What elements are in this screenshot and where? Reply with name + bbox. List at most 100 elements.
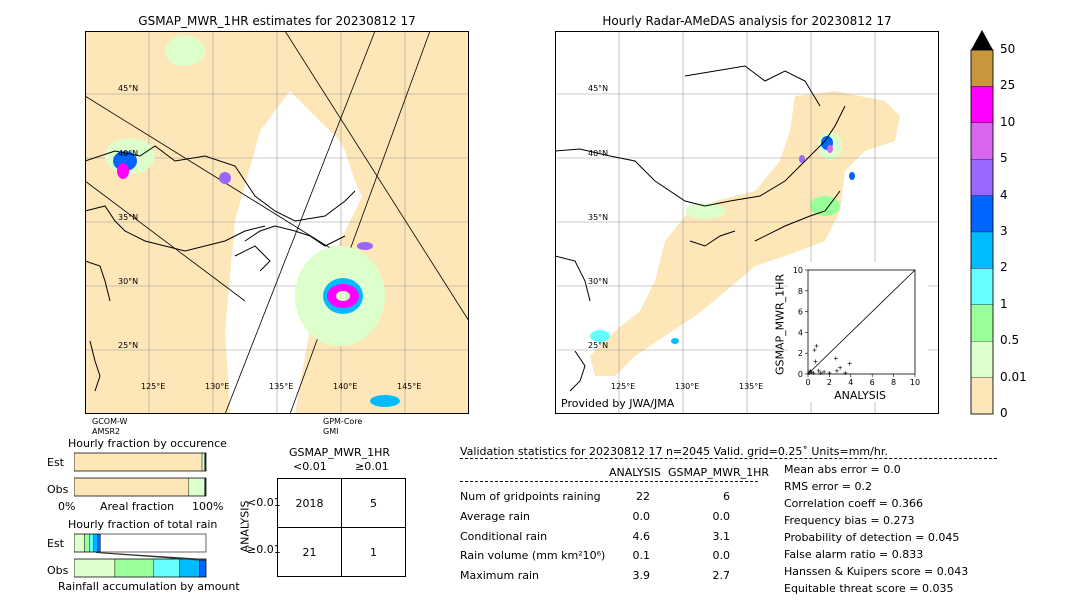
total-chart	[74, 533, 207, 578]
score-line: Correlation coeff = 0.366	[784, 497, 923, 510]
score-line: Probability of detection = 0.045	[784, 531, 960, 544]
val-row-gsmap: 0.0	[712, 549, 731, 562]
score-line: RMS error = 0.2	[784, 480, 872, 493]
colorbar-tick-label: 3	[1000, 224, 1008, 238]
scatter-point	[807, 370, 812, 375]
occ-row-est: Est	[47, 456, 64, 469]
scatter-ytick: 8	[798, 287, 803, 296]
scatter-point	[818, 370, 823, 375]
occ-xlabel: Areal fraction	[100, 500, 175, 513]
val-row-analysis: 4.6	[632, 530, 651, 543]
val-divider-mid	[460, 481, 758, 482]
map1-rain	[105, 36, 400, 407]
bar-segment	[201, 452, 205, 472]
scatter-point	[833, 356, 838, 361]
colorbar-tick-label: 4	[1000, 187, 1008, 202]
ct-cell: 21	[277, 527, 342, 577]
colorbar-tick-label: 50	[1000, 42, 1016, 56]
map2-lat-label: 30°N	[588, 277, 608, 286]
ct-cell: 5	[341, 478, 406, 528]
val-row-gsmap: 0.0	[712, 510, 731, 523]
val-row-label: Rain volume (mm km²10⁶)	[460, 549, 606, 562]
bar-segment	[89, 533, 95, 553]
colorbar-segment	[970, 231, 994, 269]
val-row-analysis: 22	[636, 490, 650, 503]
map1-coastline	[85, 145, 356, 392]
map1-lon-label: 140°E	[333, 382, 357, 391]
scatter-ytick: 6	[798, 308, 803, 317]
scatter-point	[816, 368, 821, 373]
map1-lon-label: 145°E	[397, 382, 421, 391]
score-line: Equitable threat score = 0.035	[784, 582, 954, 595]
map2-coastline	[555, 65, 846, 392]
val-header: Validation statistics for 20230812 17 n=…	[460, 445, 888, 458]
map1-title: GSMAP_MWR_1HR estimates for 20230812 17	[138, 14, 416, 28]
colorbar-segment	[970, 304, 994, 342]
contingency-table: 2018 5 21 1	[277, 478, 406, 577]
scatter-ytick: 0	[798, 370, 803, 379]
colorbar-tick-label: 1	[1000, 296, 1008, 311]
val-row-analysis: 3.9	[632, 569, 651, 582]
sat-label-left: GCOM-W AMSR2	[92, 417, 128, 436]
colorbar-tick-label: 2	[1000, 260, 1008, 275]
ct-col-header: ≥0.01	[355, 460, 389, 473]
scatter-point	[822, 369, 827, 374]
scatter-xtick: 10	[910, 378, 920, 387]
score-line: Mean abs error = 0.0	[784, 463, 901, 476]
map2-lat-label: 40°N	[588, 149, 608, 158]
occ-chart	[74, 452, 207, 497]
map2-credit: Provided by JWA/JMA	[561, 397, 675, 410]
map2-lat-label: 25°N	[588, 341, 608, 350]
val-row-gsmap: 3.1	[712, 530, 731, 543]
bar-segment	[97, 533, 101, 553]
map1-lat-label: 30°N	[118, 277, 138, 286]
score-line: False alarm ratio = 0.833	[784, 548, 924, 561]
ct-row-header: ≥0.01	[247, 543, 281, 556]
score-line: Hanssen & Kuipers score = 0.043	[784, 565, 969, 578]
val-col-gsmap: GSMAP_MWR_1HR	[668, 466, 770, 479]
total-xlabel: Rainfall accumulation by amount	[58, 580, 240, 593]
val-row-analysis: 0.1	[632, 549, 651, 562]
colorbar-tick-label: 10	[1000, 114, 1016, 129]
scatter-diagonal	[807, 269, 916, 375]
scatter-plot: 00 2 2 4 4 6 6 8 8 10 10	[793, 266, 920, 387]
scatter-ylabel: GSMAP_MWR_1HR	[773, 273, 787, 376]
bar-segment	[84, 533, 91, 553]
map2-lon-label: 130°E	[675, 382, 699, 391]
occ-xmax: 100%	[192, 500, 224, 513]
total-row-est: Est	[47, 537, 64, 550]
val-row-label: Maximum rain	[460, 569, 539, 582]
colorbar-segment	[970, 377, 994, 415]
map1-panel: 45°N 40°N 35°N 30°N 25°N 125°E 130°E 135…	[85, 31, 469, 414]
colorbar-tick-label: 25	[1000, 78, 1016, 93]
bar-segment	[152, 558, 180, 578]
map2-lon-label: 135°E	[739, 382, 763, 391]
val-row-label: Conditional rain	[460, 530, 548, 543]
colorbar-tick-label: 5	[1000, 151, 1008, 166]
colorbar-segment	[970, 268, 994, 305]
ct-title: GSMAP_MWR_1HR	[288, 446, 391, 459]
bar-segment	[179, 558, 200, 578]
colorbar-tick-label: 0.5	[1000, 333, 1020, 348]
colorbar-segment	[970, 341, 994, 378]
scatter-xtick: 4	[848, 378, 853, 387]
colorbar-segment	[970, 86, 994, 123]
val-row-label: Average rain	[460, 510, 530, 523]
occ-xmin: 0%	[58, 500, 76, 513]
scatter-point	[813, 359, 818, 364]
scatter-ytick: 10	[793, 266, 803, 275]
bar-segment	[114, 558, 154, 578]
scatter-point	[843, 370, 848, 375]
map1-lon-label: 130°E	[205, 382, 229, 391]
map1-lat-label: 35°N	[118, 213, 138, 222]
bar-segment	[74, 477, 190, 497]
score-line: Frequency bias = 0.273	[784, 514, 915, 527]
val-row-gsmap: 6	[723, 490, 730, 503]
map1-lat-label: 45°N	[118, 84, 138, 93]
ct-col-header: <0.01	[293, 460, 327, 473]
scatter-xtick: 2	[827, 378, 832, 387]
scatter-ytick: 4	[798, 328, 803, 337]
scatter-point	[847, 361, 852, 366]
bar-segment	[93, 533, 98, 553]
scatter-point	[812, 348, 817, 353]
